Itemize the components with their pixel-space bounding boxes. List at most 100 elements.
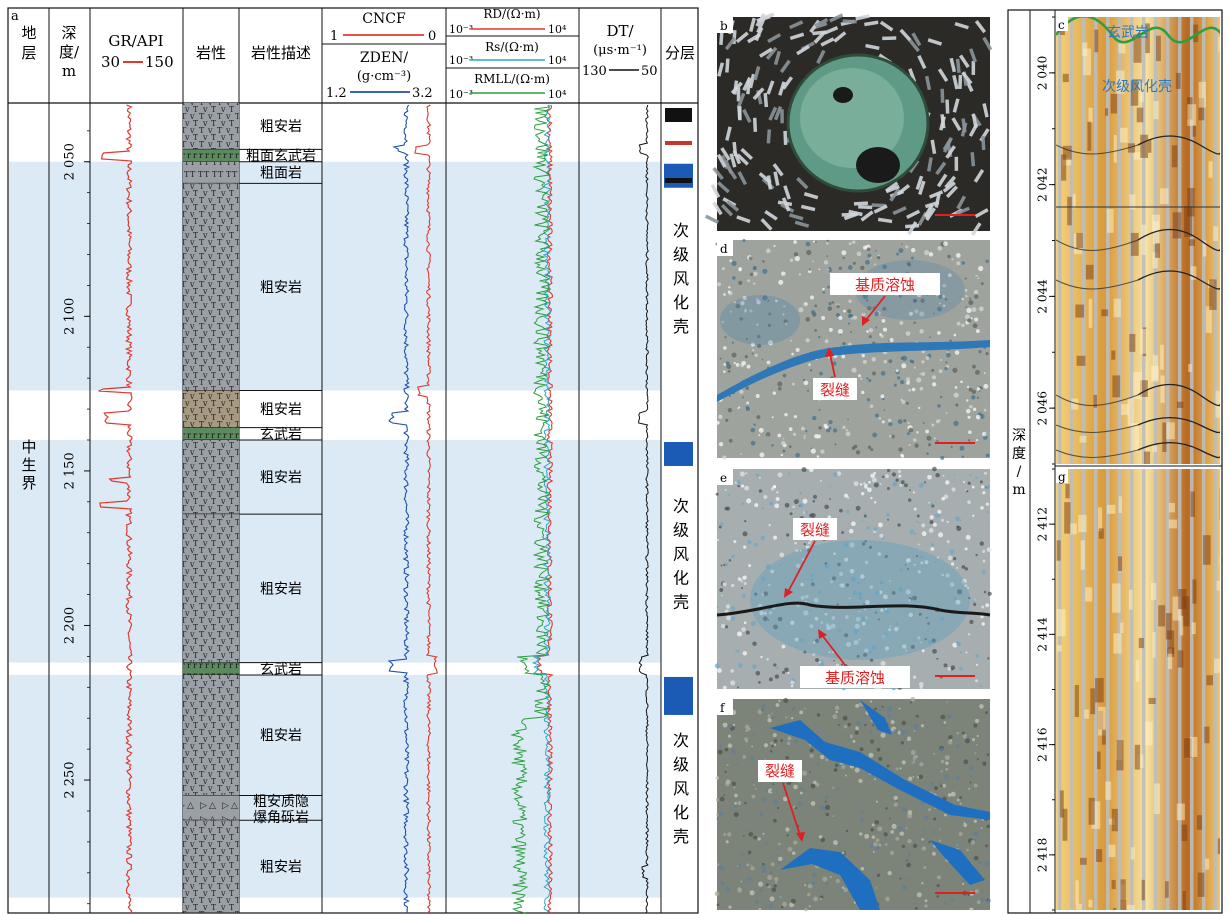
lith-desc-header: 岩性描述 [251, 44, 311, 62]
image-log-depth-tick: 2 046 [1036, 391, 1050, 425]
dt-curve [638, 104, 649, 914]
lithology-description: 玄武岩 [260, 426, 302, 443]
rs-max: 10⁴ [548, 54, 567, 67]
annotation-weathered-crust: 次级风化壳 [1102, 78, 1172, 95]
gr-curve [98, 104, 134, 914]
lithology-description: 粗安岩 [260, 119, 302, 135]
cncf-max: 0 [428, 29, 436, 44]
depth-axis: 2 050 2 100 2 150 2 200 2 250 [63, 130, 90, 905]
strata-header: 地层 [21, 24, 36, 62]
lithology-description: 粗安岩 [260, 280, 302, 296]
image-log-c [1056, 17, 1220, 464]
micrograph-b: b [705, 12, 993, 236]
micrograph-e-label: e [720, 471, 727, 485]
layer-bar [664, 676, 693, 715]
rd-max: 10⁴ [548, 23, 567, 36]
weathered-zone-band [9, 161, 661, 391]
cncf-curve [414, 104, 438, 914]
annotation-fracture-d: 裂缝 [820, 381, 850, 399]
depth-tick-label: 2 100 [63, 298, 78, 335]
gr-max: 150 [145, 53, 174, 71]
zden-unit: (g·cm⁻³) [357, 69, 411, 84]
basalt-boundary [1056, 17, 1220, 44]
depth-tick-label: 2 200 [63, 607, 78, 644]
image-log-depth-tick: 2 044 [1036, 279, 1050, 314]
lithology-description: 粗安质隐爆角砾岩 [253, 794, 309, 826]
rmll-min: 10⁻³ [449, 88, 473, 101]
dt-unit: (μs·m⁻¹) [593, 43, 647, 58]
image-log-g-label: g [1058, 470, 1066, 484]
lithology-description: 粗面玄武岩 [246, 148, 316, 165]
well-log-panel: a 地层 深度/m GR/API 30 150 岩性 岩性描述 CNCF 1 0… [7, 7, 699, 914]
log-frame [7, 7, 699, 914]
rmll-max: 10⁴ [548, 88, 567, 101]
zden-max: 3.2 [412, 86, 433, 101]
panel-a-label: a [11, 9, 19, 24]
log-curves [98, 104, 649, 914]
micrograph-e: 裂缝 基质溶蚀 e [714, 466, 992, 691]
gr-min: 30 [101, 53, 120, 71]
depth-ticks-g: 2 412 2 414 2 416 2 418 [1036, 468, 1055, 911]
annotation-matrix-dissolution-d: 基质溶蚀 [855, 276, 915, 294]
lithology-description: 粗安岩 [260, 728, 302, 744]
dt-max: 50 [641, 64, 658, 79]
image-log-depth-label: 深度/m [1012, 428, 1026, 498]
rd-header: RD/(Ω·m) [483, 7, 540, 21]
depth-tick-label: 2 050 [63, 143, 78, 180]
weathered-zone-band [9, 439, 661, 663]
lithology-column: 粗安岩粗面玄武岩粗面岩粗安岩粗安岩玄武岩粗安岩粗安岩玄武岩粗安岩粗安质隐爆角砾岩… [183, 103, 322, 914]
rmll-curve [510, 104, 552, 914]
lithology-description: 粗安岩 [260, 470, 302, 486]
sinusoid-traces-c [1056, 135, 1220, 459]
dt-min: 130 [582, 64, 607, 79]
stratum-label: 中生界 [21, 438, 36, 492]
zden-min: 1.2 [326, 86, 347, 101]
layer-header: 分层 [665, 44, 695, 62]
fracture-d [717, 340, 990, 402]
image-log-g [1056, 469, 1220, 910]
annotation-fracture-f: 裂缝 [765, 762, 795, 780]
image-log-depth-tick: 2 416 [1036, 727, 1050, 761]
pore-network-f [770, 720, 990, 820]
zden-curve [387, 104, 411, 914]
cncf-header: CNCF [362, 11, 406, 27]
rs-header: Rs/(Ω·m) [485, 40, 539, 54]
rd-curve [535, 104, 554, 914]
dt-header: DT/ [606, 22, 634, 40]
layer-label: 次级风化壳 [673, 496, 689, 611]
weathered-zone-band [9, 674, 661, 898]
depth-tick-label: 2 150 [63, 452, 78, 489]
layer-bar [664, 163, 693, 188]
annotation-basalt: 玄武岩 [1107, 24, 1149, 41]
micrograph-d-label: d [720, 242, 728, 256]
rs-min: 10⁻³ [449, 54, 473, 67]
depth-tick-label: 2 250 [63, 761, 78, 798]
layer-bar [664, 441, 693, 466]
rd-min: 10⁻³ [449, 23, 473, 36]
micrograph-f: 裂缝 f [714, 696, 991, 912]
lithology-description: 粗安岩 [260, 581, 302, 597]
annotation-fracture-e: 裂缝 [800, 521, 830, 539]
gr-header: GR/API [108, 32, 163, 50]
annotation-matrix-dissolution-e: 基质溶蚀 [825, 669, 885, 687]
layer-label: 次级风化壳 [673, 731, 689, 846]
image-log-depth-tick: 2 040 [1036, 56, 1050, 90]
fracture-e [716, 601, 991, 617]
weathered-zone-bands [9, 161, 661, 898]
zden-header: ZDEN/ [360, 50, 408, 66]
micrograph-d: 基质溶蚀 裂缝 d [715, 238, 990, 460]
image-log-depth-tick: 2 418 [1036, 838, 1050, 872]
lithology-header: 岩性 [196, 44, 226, 62]
micrograph-b-label: b [720, 19, 728, 33]
cncf-min: 1 [330, 29, 338, 44]
image-log-depth-tick: 2 414 [1036, 617, 1050, 652]
image-log-depth-tick: 2 412 [1036, 507, 1050, 541]
lithology-description: 粗安岩 [260, 402, 302, 418]
image-log-depth-tick: 2 042 [1036, 167, 1050, 201]
image-log-c-label: c [1058, 18, 1065, 32]
lithology-description: 粗面岩 [260, 166, 302, 182]
layer-label: 次级风化壳 [673, 221, 689, 336]
lithology-description: 粗安岩 [260, 860, 302, 876]
